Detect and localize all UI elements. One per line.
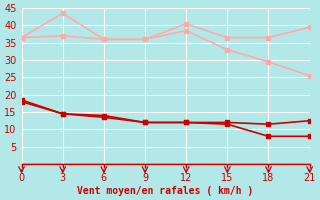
X-axis label: Vent moyen/en rafales ( km/h ): Vent moyen/en rafales ( km/h ) xyxy=(77,186,254,196)
